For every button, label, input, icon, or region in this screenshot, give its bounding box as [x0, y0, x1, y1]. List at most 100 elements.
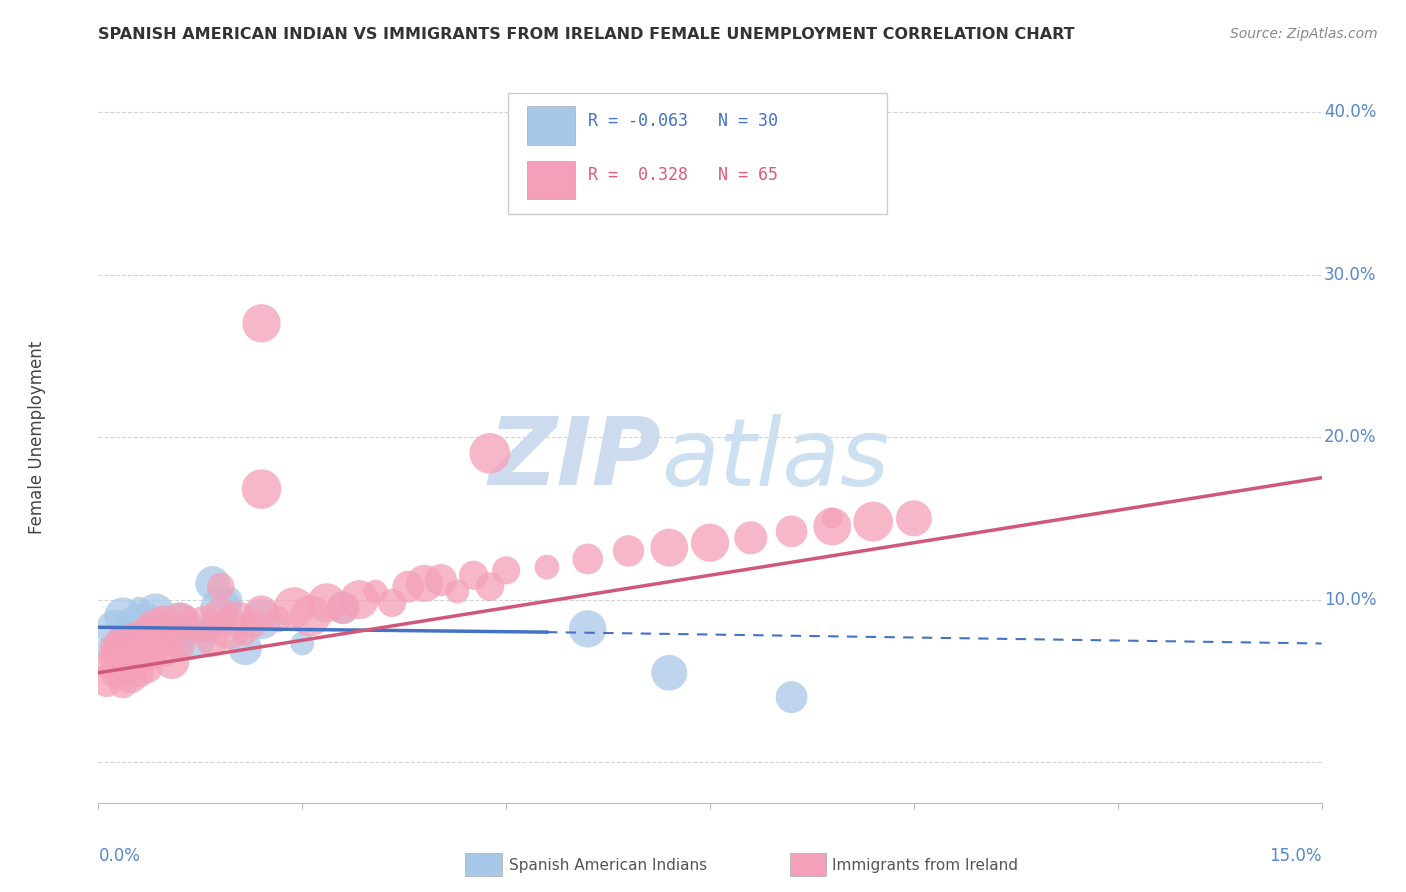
Point — [250, 482, 273, 496]
Point — [396, 580, 419, 594]
Point — [740, 531, 762, 545]
Point — [381, 596, 404, 610]
Point — [145, 632, 167, 646]
Point — [152, 645, 174, 659]
Text: 0.0%: 0.0% — [98, 847, 141, 864]
Point — [250, 612, 273, 626]
Point — [120, 654, 142, 668]
Point — [463, 568, 485, 582]
Point — [862, 515, 884, 529]
Point — [169, 615, 191, 630]
Point — [128, 649, 150, 664]
Point — [478, 580, 501, 594]
Point — [128, 620, 150, 634]
Point — [536, 560, 558, 574]
Point — [780, 690, 803, 705]
Point — [430, 573, 453, 587]
Point — [160, 654, 183, 668]
Point — [128, 665, 150, 680]
Point — [315, 596, 337, 610]
Point — [152, 618, 174, 632]
Point — [186, 625, 208, 640]
Point — [120, 671, 142, 685]
Point — [242, 617, 264, 632]
Point — [120, 633, 142, 648]
Point — [177, 624, 200, 638]
FancyBboxPatch shape — [526, 106, 575, 145]
Point — [136, 612, 159, 626]
Point — [145, 638, 167, 652]
Point — [332, 600, 354, 615]
Text: R =  0.328   N = 65: R = 0.328 N = 65 — [588, 167, 778, 185]
Point — [495, 563, 517, 577]
Point — [821, 519, 844, 533]
Point — [299, 608, 322, 623]
Point — [576, 622, 599, 636]
Point — [96, 641, 118, 656]
Point — [136, 645, 159, 659]
Point — [291, 636, 314, 650]
Point — [233, 641, 256, 656]
Point — [193, 620, 215, 634]
Point — [104, 622, 127, 636]
Point — [177, 608, 200, 623]
Point — [478, 446, 501, 460]
Point — [658, 665, 681, 680]
Text: Immigrants from Ireland: Immigrants from Ireland — [832, 858, 1018, 872]
Text: R = -0.063   N = 30: R = -0.063 N = 30 — [588, 112, 778, 129]
Point — [104, 665, 127, 680]
Point — [152, 635, 174, 649]
Point — [186, 630, 208, 644]
Point — [136, 625, 159, 640]
Point — [111, 677, 134, 691]
FancyBboxPatch shape — [790, 853, 827, 876]
Point — [160, 626, 183, 640]
Point — [104, 641, 127, 656]
Point — [136, 661, 159, 675]
Point — [413, 576, 436, 591]
Point — [104, 649, 127, 664]
Point — [903, 511, 925, 525]
Point — [145, 622, 167, 636]
Point — [364, 584, 387, 599]
Point — [169, 638, 191, 652]
Point — [96, 657, 118, 672]
Point — [209, 580, 232, 594]
Point — [209, 608, 232, 623]
Point — [111, 608, 134, 623]
Point — [576, 552, 599, 566]
Text: 10.0%: 10.0% — [1324, 591, 1376, 608]
Text: Spanish American Indians: Spanish American Indians — [509, 858, 707, 872]
Text: 20.0%: 20.0% — [1324, 428, 1376, 446]
FancyBboxPatch shape — [465, 853, 502, 876]
Text: 40.0%: 40.0% — [1324, 103, 1376, 121]
Point — [233, 628, 256, 642]
Point — [226, 612, 249, 626]
Text: SPANISH AMERICAN INDIAN VS IMMIGRANTS FROM IRELAND FEMALE UNEMPLOYMENT CORRELATI: SPANISH AMERICAN INDIAN VS IMMIGRANTS FR… — [98, 27, 1076, 42]
Point — [201, 576, 224, 591]
Point — [821, 511, 844, 525]
Point — [283, 600, 305, 615]
Point — [128, 600, 150, 615]
Point — [120, 617, 142, 632]
Point — [209, 600, 232, 615]
Point — [128, 628, 150, 642]
Point — [169, 612, 191, 626]
Point — [111, 661, 134, 675]
Point — [349, 592, 371, 607]
Point — [332, 600, 354, 615]
Point — [201, 633, 224, 648]
Point — [617, 544, 640, 558]
Text: atlas: atlas — [661, 414, 890, 505]
Point — [169, 638, 191, 652]
Point — [218, 592, 240, 607]
Point — [446, 584, 468, 599]
Point — [160, 628, 183, 642]
Text: 15.0%: 15.0% — [1270, 847, 1322, 864]
Text: Female Unemployment: Female Unemployment — [28, 341, 46, 533]
Point — [658, 541, 681, 555]
Point — [120, 628, 142, 642]
Point — [250, 606, 273, 620]
Point — [267, 612, 290, 626]
Point — [96, 673, 118, 688]
